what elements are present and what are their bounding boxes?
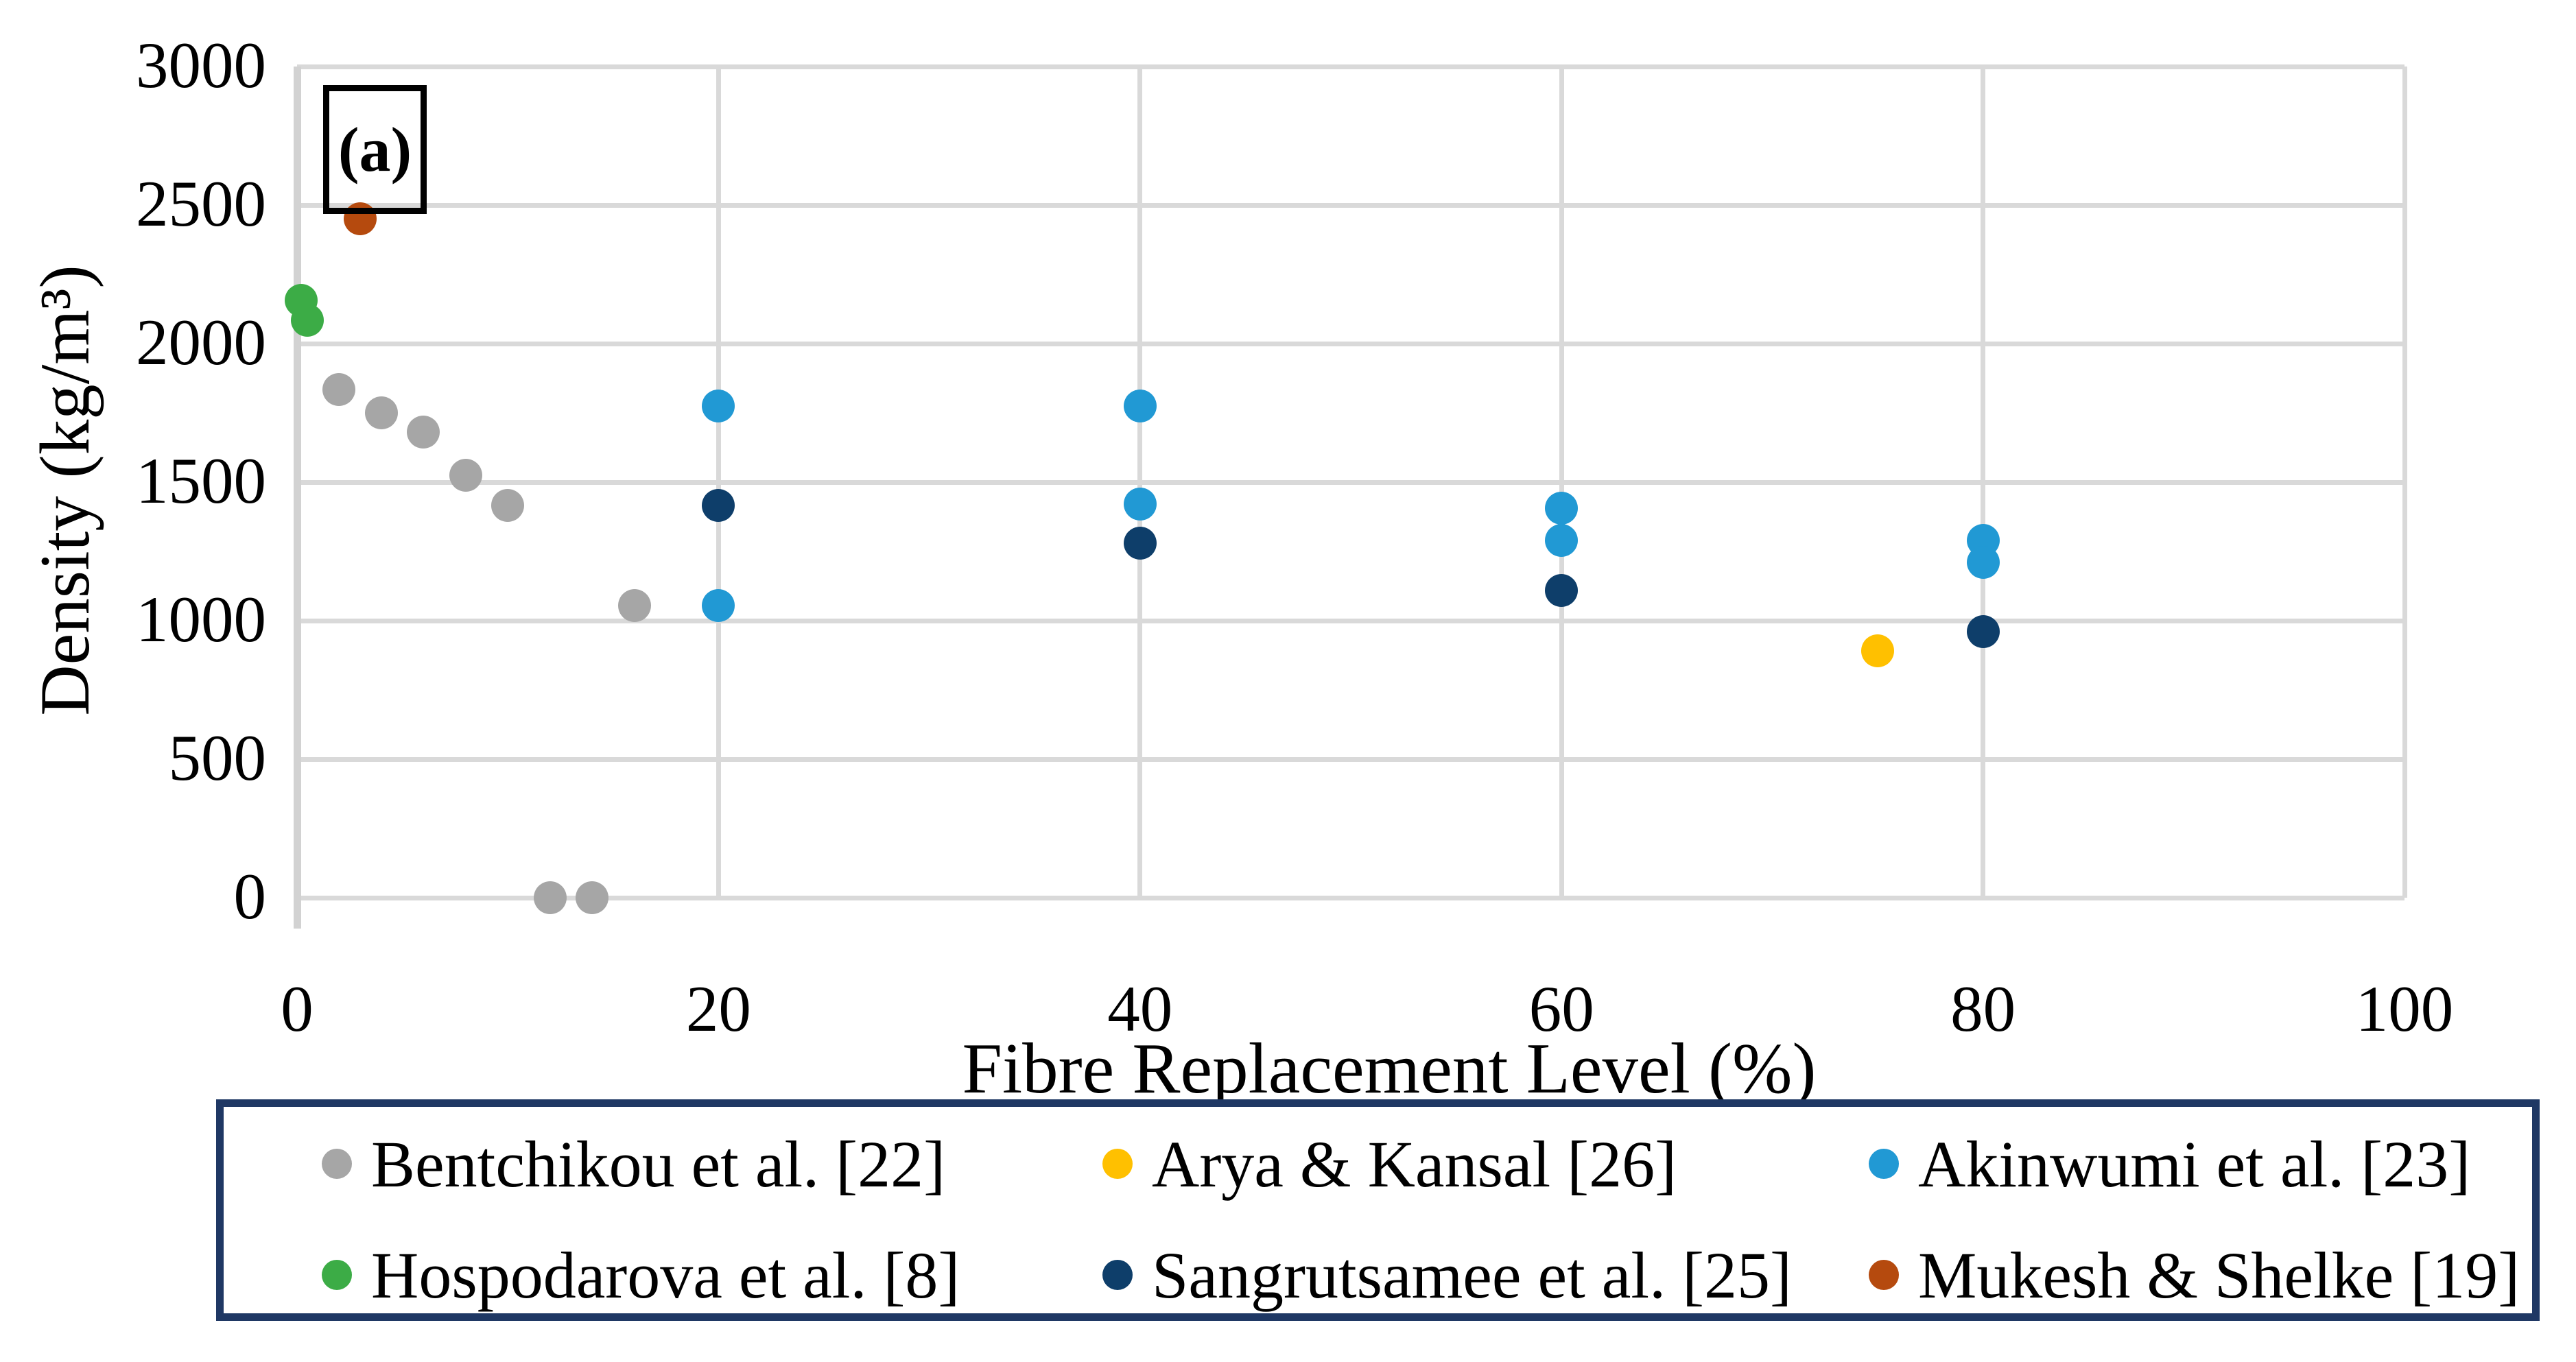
gridline-vertical	[1137, 67, 1143, 898]
y-tick-label: 1000	[136, 583, 266, 656]
y-tick-label: 2000	[136, 306, 266, 379]
y-tick-label: 3000	[136, 29, 266, 101]
gridline-horizontal	[297, 895, 2404, 900]
data-point	[1966, 546, 2000, 580]
data-point	[1123, 389, 1157, 422]
y-axis-line	[293, 67, 301, 929]
data-point	[702, 588, 735, 622]
gridline-horizontal	[297, 341, 2404, 346]
legend-item: Akinwumi et al. [23]	[1869, 1119, 2470, 1208]
x-tick-label: 100	[2355, 972, 2454, 1045]
legend-marker-icon	[1869, 1149, 1899, 1179]
gridline-vertical	[2402, 67, 2407, 898]
legend-label: Arya & Kansal [26]	[1152, 1127, 1677, 1201]
y-tick-label: 0	[233, 860, 267, 933]
x-tick-label: 80	[1950, 972, 2016, 1045]
gridline-horizontal	[297, 618, 2404, 623]
data-point	[1545, 492, 1579, 525]
data-point	[1966, 615, 2000, 649]
gridline-vertical	[1559, 67, 1564, 898]
data-point	[1545, 523, 1579, 557]
gridline-horizontal	[297, 479, 2404, 485]
gridline-vertical	[716, 67, 721, 898]
legend: Bentchikou et al. [22] Arya & Kansal [26]…	[216, 1099, 2540, 1321]
data-point	[1545, 573, 1579, 607]
data-point	[322, 372, 356, 406]
legend-item: Mukesh & Shelke [19]	[1869, 1230, 2520, 1319]
legend-marker-icon	[1102, 1260, 1133, 1290]
gridline-horizontal	[297, 202, 2404, 208]
data-point	[491, 489, 525, 523]
panel-label: (a)	[323, 85, 427, 214]
legend-marker-icon	[1869, 1260, 1899, 1290]
x-tick-label: 0	[281, 972, 314, 1045]
data-point	[407, 416, 440, 449]
data-point	[617, 588, 651, 622]
data-point	[576, 881, 609, 914]
data-point	[533, 881, 567, 914]
panel-label-text: (a)	[338, 115, 412, 184]
data-point	[1123, 488, 1157, 521]
x-axis-title: Fibre Replacement Level (%)	[962, 1028, 1817, 1108]
gridline-horizontal	[297, 64, 2404, 69]
legend-label: Akinwumi et al. [23]	[1918, 1127, 2471, 1201]
gridline-vertical	[1981, 67, 1986, 898]
legend-marker-icon	[322, 1260, 352, 1290]
gridline-horizontal	[297, 756, 2404, 762]
x-tick-label: 20	[685, 972, 751, 1045]
legend-marker-icon	[1102, 1149, 1133, 1179]
y-axis-title: Density (kg/m³)	[26, 265, 104, 716]
data-point	[291, 303, 324, 337]
legend-item: Arya & Kansal [26]	[1102, 1119, 1677, 1208]
x-tick-label: 60	[1528, 972, 1594, 1045]
y-tick-label: 1500	[136, 444, 266, 517]
data-point	[702, 389, 735, 422]
y-tick-label: 2500	[136, 167, 266, 240]
legend-label: Hospodarova et al. [8]	[371, 1238, 960, 1312]
data-point	[702, 489, 735, 523]
data-point	[449, 458, 482, 492]
legend-label: Mukesh & Shelke [19]	[1918, 1238, 2520, 1312]
x-tick-label: 40	[1107, 972, 1173, 1045]
legend-label: Bentchikou et al. [22]	[371, 1127, 946, 1201]
data-point	[1861, 634, 1894, 668]
y-tick-label: 500	[168, 721, 267, 794]
legend-label: Sangrutsamee et al. [25]	[1152, 1238, 1792, 1312]
legend-item: Hospodarova et al. [8]	[322, 1230, 960, 1319]
data-point	[364, 396, 398, 429]
legend-item: Bentchikou et al. [22]	[322, 1119, 945, 1208]
data-point	[1123, 526, 1157, 560]
legend-marker-icon	[322, 1149, 352, 1179]
legend-item: Sangrutsamee et al. [25]	[1102, 1230, 1792, 1319]
